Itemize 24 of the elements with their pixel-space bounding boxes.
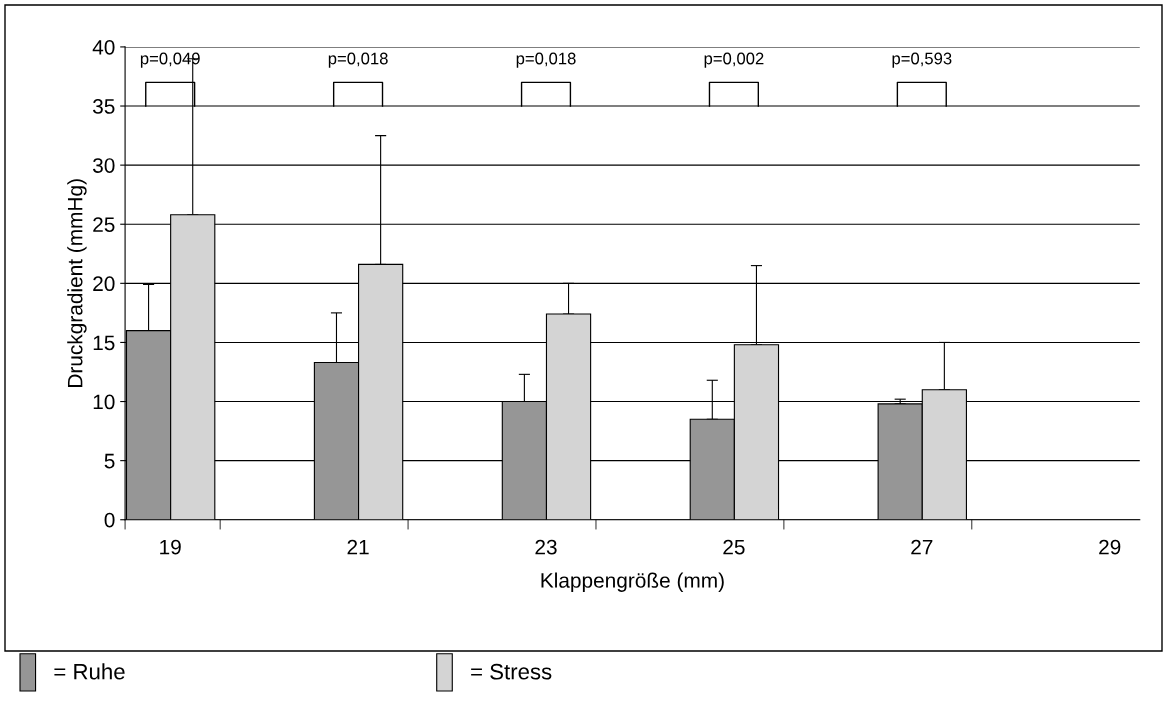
legend-label: = Ruhe bbox=[54, 663, 125, 680]
y-axis-title: Druckgradient (mmHg) bbox=[67, 179, 87, 387]
x-tick-label: 23 bbox=[535, 539, 557, 555]
x-tick-label: 29 bbox=[1099, 539, 1121, 555]
annotation: p=0,049 bbox=[140, 52, 200, 68]
annotation: p=0,018 bbox=[328, 52, 388, 68]
y-tick-label: 25 bbox=[93, 217, 115, 232]
x-tick-label: 25 bbox=[723, 539, 745, 555]
y-tick-label: 20 bbox=[93, 276, 115, 292]
y-tick-label: 15 bbox=[93, 335, 115, 351]
y-tick-label: 30 bbox=[92, 158, 115, 173]
x-tick-label: 21 bbox=[347, 539, 369, 555]
x-axis-title: Klappengröße (mm) bbox=[541, 572, 724, 592]
x-tick-label: 27 bbox=[911, 539, 933, 555]
annotation: p=0,018 bbox=[516, 52, 576, 68]
y-tick-label: 35 bbox=[92, 99, 115, 114]
y-tick-label: 10 bbox=[93, 394, 115, 410]
annotation: p=0,593 bbox=[892, 52, 952, 68]
annotation: p=0,002 bbox=[704, 52, 764, 68]
y-tick-label: 5 bbox=[104, 453, 115, 469]
x-tick-label: 19 bbox=[160, 539, 181, 555]
y-tick-label: 40 bbox=[92, 39, 115, 55]
y-tick-label: 0 bbox=[104, 512, 115, 528]
legend-label: = Stress bbox=[471, 663, 552, 680]
